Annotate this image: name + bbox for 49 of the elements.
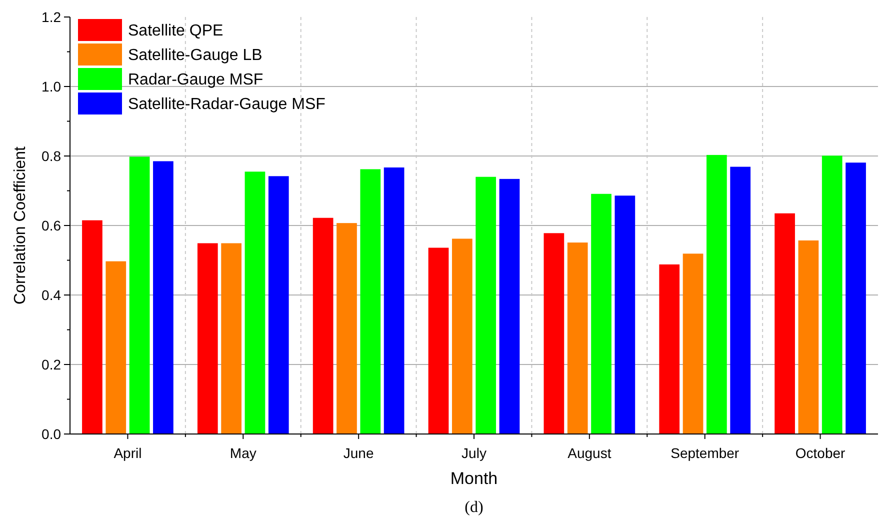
legend-label: Radar-Gauge MSF xyxy=(128,72,264,89)
bar xyxy=(129,156,150,434)
x-tick-label: August xyxy=(568,445,612,461)
bar xyxy=(567,242,588,434)
bar xyxy=(360,169,381,434)
bar xyxy=(774,213,795,434)
legend-label: Satellite QPE xyxy=(128,22,224,40)
bar xyxy=(221,243,242,434)
bar xyxy=(798,240,819,434)
bar xyxy=(499,178,520,434)
y-axis-title: Correlation Coefficient xyxy=(12,146,29,305)
bar xyxy=(822,156,842,434)
legend-label: Satellite-Radar-Gauge MSF xyxy=(128,96,326,114)
bar xyxy=(384,167,404,434)
x-axis-title: Month xyxy=(450,469,498,488)
y-tick-label: 0.4 xyxy=(42,286,62,303)
bar xyxy=(452,238,472,434)
y-tick-label: 1.2 xyxy=(42,8,62,25)
legend-label: Satellite-Gauge LB xyxy=(128,47,262,64)
y-tick-label: 1.0 xyxy=(42,78,62,94)
y-tick-label: 0.6 xyxy=(42,217,62,234)
bar xyxy=(614,196,636,434)
bar xyxy=(846,162,866,434)
y-tick-label: 0.0 xyxy=(42,426,62,442)
y-tick-label: 0.8 xyxy=(42,148,62,164)
bar xyxy=(682,254,704,434)
x-tick-label: June xyxy=(343,445,374,461)
x-tick-label: October xyxy=(795,445,846,461)
bar xyxy=(428,248,449,434)
bar xyxy=(312,218,334,434)
y-tick-label: 0.2 xyxy=(42,356,62,372)
bar xyxy=(268,176,289,434)
bar xyxy=(706,154,727,434)
bar xyxy=(591,194,612,434)
bar xyxy=(544,233,564,434)
bar xyxy=(82,220,102,434)
bar xyxy=(197,243,218,434)
bar xyxy=(476,176,496,434)
bar xyxy=(659,264,680,434)
x-tick-label: July xyxy=(462,445,486,461)
bar xyxy=(730,166,751,434)
bar xyxy=(244,172,266,434)
text: (d) xyxy=(464,499,484,516)
x-tick-label: April xyxy=(114,445,142,461)
bar xyxy=(336,223,357,434)
x-tick-label: September xyxy=(670,445,740,461)
x-tick-label: May xyxy=(230,445,256,461)
bar xyxy=(153,161,174,434)
bar xyxy=(106,261,126,434)
